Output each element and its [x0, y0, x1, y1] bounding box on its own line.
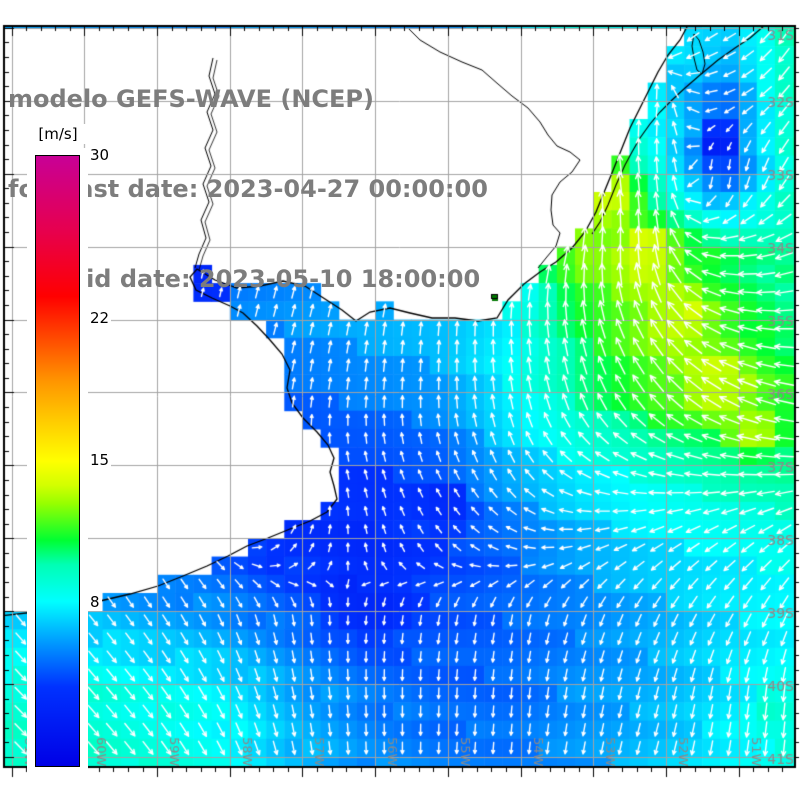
colorbar-tick-label: 22 [88, 308, 112, 327]
colorbar-frame [27, 148, 88, 800]
colorbar-unit-label: [m/s] [30, 124, 86, 144]
colorbar-tick-label: 15 [88, 451, 112, 469]
colorbar-tick-label: 30 [88, 146, 112, 164]
colorbar: [m/s] 30 22 15 8 [27, 122, 147, 800]
colorbar-gradient [35, 155, 80, 767]
colorbar-tick-label: 8 [88, 593, 102, 612]
